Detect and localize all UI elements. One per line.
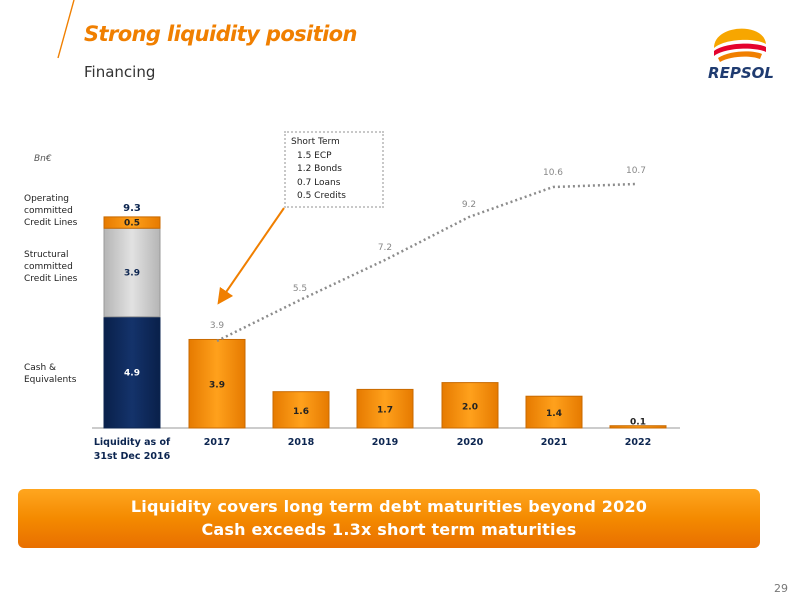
maturity-bar-2017 [188, 338, 246, 429]
x-tick-5-0: 2021 [541, 437, 567, 448]
x-tick-0-1: 31st Dec 2016 [94, 451, 171, 462]
maturity-bar-label-2019: 1.7 [377, 406, 393, 416]
unit-label: Bn€ [34, 154, 52, 164]
maturity-bar-label-2018: 1.6 [293, 407, 309, 417]
liquidity-bar-cash-label: 4.9 [124, 368, 140, 378]
x-tick-0-0: Liquidity as of [94, 437, 171, 448]
side-label-operating: Operating committed Credit Lines [24, 194, 78, 228]
liquidity-bar-operating-label: 0.5 [124, 219, 140, 229]
key-message-banner: Liquidity covers long term debt maturiti… [18, 489, 760, 548]
banner-line-2: Cash exceeds 1.3x short term maturities [201, 520, 577, 539]
x-tick-2-0: 2018 [288, 437, 315, 448]
cumulative-label-2019: 7.2 [378, 243, 392, 253]
maturity-bar-label-2020: 2.0 [462, 402, 478, 412]
side-label-cash: Cash & Equivalents [24, 363, 77, 385]
maturity-bar-2022 [609, 425, 667, 429]
logo-text: REPSOL [708, 64, 774, 82]
decorative-slash [57, 0, 75, 59]
maturity-bar-label-2017: 3.9 [209, 381, 225, 391]
x-tick-4-0: 2020 [457, 437, 484, 448]
maturity-bar-2020 [441, 382, 499, 429]
maturity-bar-2019 [356, 388, 414, 429]
cumulative-label-2020: 9.2 [462, 200, 476, 210]
cumulative-label-2021: 10.6 [543, 168, 563, 178]
liquidity-bar-structural-label: 3.9 [124, 269, 140, 279]
liquidity-chart: 4.9 3.9 0.5 9.3 3.9 1.6 1.7 2.0 1.4 0.1 3.9 5.5 7.2 9… [92, 166, 680, 462]
callout-item-loans: 0.7 Loans [297, 177, 341, 188]
x-tick-3-0: 2019 [372, 437, 398, 448]
cumulative-label-2018: 5.5 [293, 284, 307, 294]
short-term-callout: Short Term 1.5 ECP 1.2 Bonds 0.7 Loans 0… [284, 131, 384, 208]
cumulative-label-2022: 10.7 [626, 166, 646, 176]
maturity-bar-2021 [525, 395, 583, 429]
banner-line-1: Liquidity covers long term debt maturiti… [130, 497, 648, 516]
cumulative-line [216, 182, 637, 343]
callout-item-credits: 0.5 Credits [297, 191, 346, 201]
liquidity-bar-operating [103, 216, 161, 229]
liquidity-total-label: 9.3 [123, 203, 141, 214]
side-label-structural: Structural committed Credit Lines [24, 250, 78, 284]
liquidity-bar-structural [103, 227, 161, 318]
page-number: 29 [774, 582, 788, 595]
maturity-bar-label-2022: 0.1 [630, 418, 646, 428]
x-tick-1-0: 2017 [204, 437, 230, 448]
callout-arrow [217, 207, 285, 305]
page-subtitle: Financing [84, 63, 156, 81]
x-tick-6-0: 2022 [625, 437, 651, 448]
liquidity-bar-cash [103, 316, 161, 429]
callout-item-ecp: 1.5 ECP [297, 150, 332, 161]
repsol-logo: REPSOL [708, 28, 774, 82]
callout-item-bonds: 1.2 Bonds [297, 164, 342, 174]
callout-heading: Short Term [291, 137, 340, 147]
cumulative-label-2017: 3.9 [210, 321, 225, 331]
maturity-bar-label-2021: 1.4 [546, 409, 562, 419]
maturity-bar-2018 [272, 391, 330, 429]
page-title: Strong liquidity position [84, 22, 357, 46]
